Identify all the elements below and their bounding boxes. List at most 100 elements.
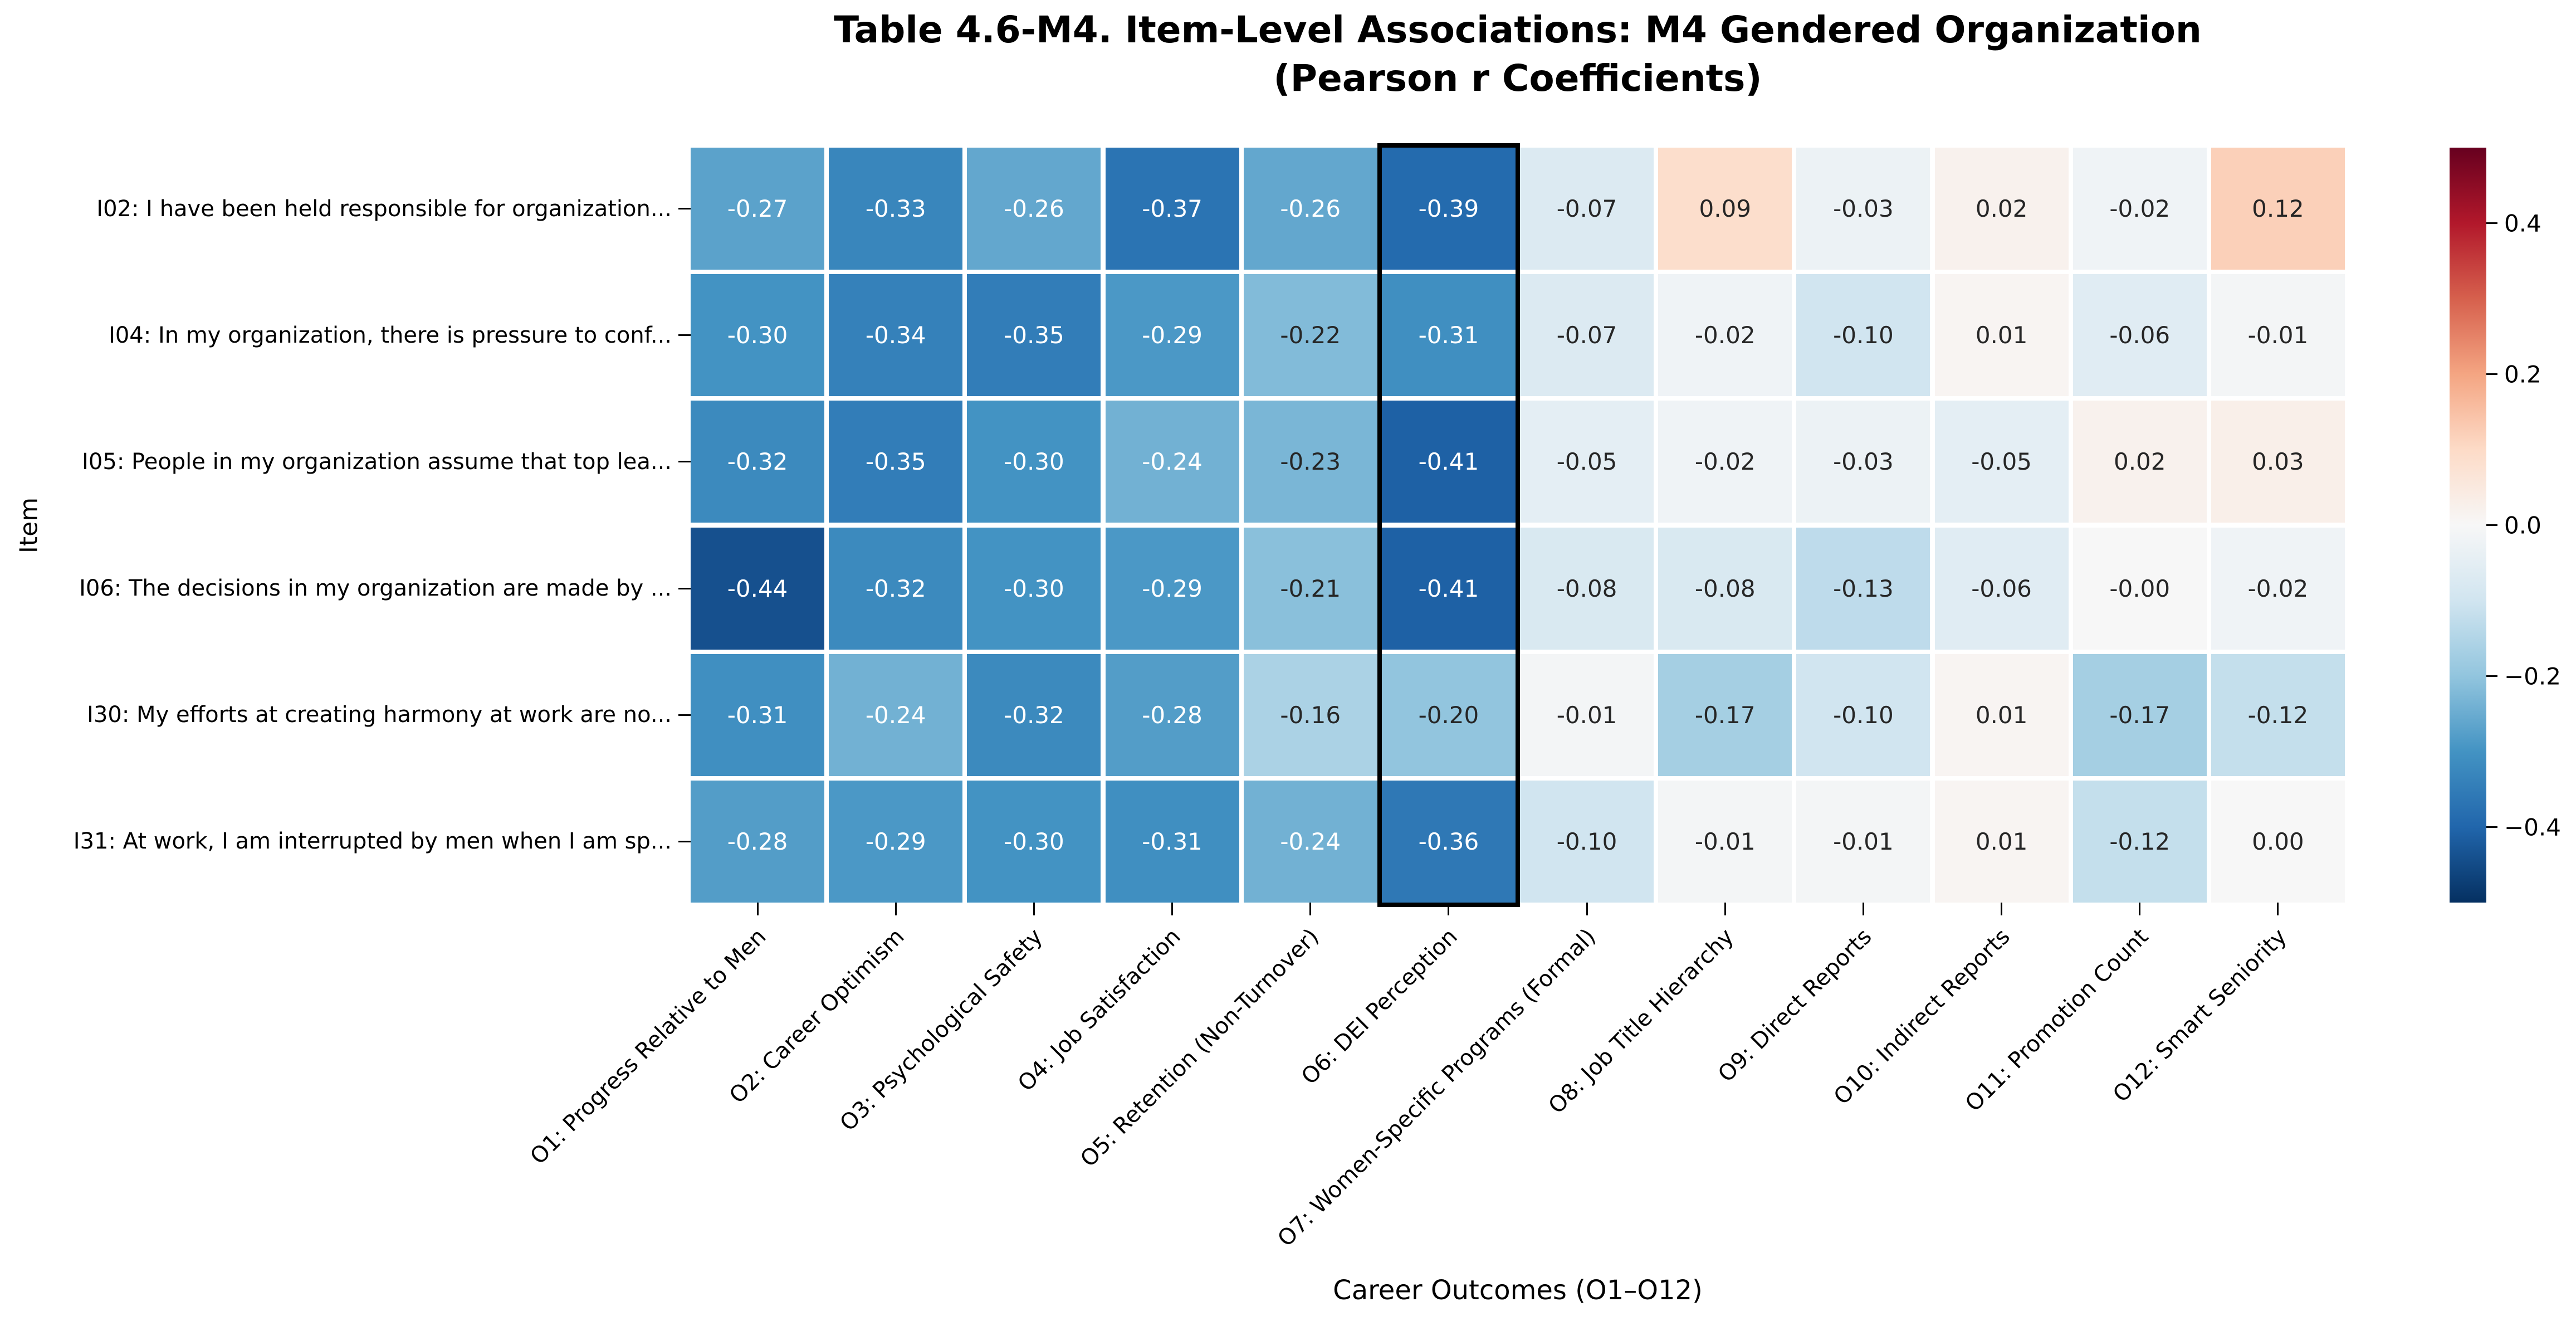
heatmap-cell: -0.02 <box>2211 527 2345 650</box>
heatmap-cell: -0.08 <box>1658 527 1792 650</box>
heatmap-cell: -0.39 <box>1381 148 1516 270</box>
heatmap-cell: 0.12 <box>2211 148 2345 270</box>
heatmap-cell: -0.31 <box>691 654 825 776</box>
heatmap-cell: -0.32 <box>829 527 963 650</box>
heatmap-cell: -0.26 <box>967 148 1101 270</box>
heatmap-cell: 0.00 <box>2211 780 2345 903</box>
heatmap-cell: -0.07 <box>1520 148 1654 270</box>
heatmap-cell: -0.10 <box>1796 654 1930 776</box>
heatmap-cell: -0.35 <box>829 401 963 523</box>
colorbar-tick <box>2486 222 2497 224</box>
heatmap-cell: -0.12 <box>2072 780 2207 903</box>
x-tick <box>1586 903 1588 915</box>
colorbar-tick-label: 0.0 <box>2504 511 2541 539</box>
x-tick <box>1862 903 1864 915</box>
x-tick <box>2139 903 2141 915</box>
x-tick-label: O6: DEI Perception <box>1296 924 1463 1090</box>
heatmap-cell: -0.01 <box>2211 274 2345 397</box>
heatmap-cell: -0.31 <box>1381 274 1516 397</box>
heatmap-cell: -0.37 <box>1105 148 1239 270</box>
heatmap-cell: -0.05 <box>1934 401 2069 523</box>
heatmap-cell: -0.32 <box>967 654 1101 776</box>
heatmap-cell: -0.32 <box>691 401 825 523</box>
heatmap-cell: 0.02 <box>1934 148 2069 270</box>
y-tick-labels: I02: I have been held responsible for or… <box>3 0 672 1326</box>
heatmap-cell: -0.05 <box>1520 401 1654 523</box>
heatmap-cell: -0.06 <box>2072 274 2207 397</box>
x-tick <box>2001 903 2003 915</box>
y-tick-label: I06: The decisions in my organization ar… <box>79 576 672 602</box>
x-tick <box>756 903 759 915</box>
y-tick <box>678 334 691 337</box>
colorbar-tick-label: −0.4 <box>2504 813 2561 841</box>
heatmap-cell: -0.33 <box>829 148 963 270</box>
heatmap-cell: -0.12 <box>2211 654 2345 776</box>
x-tick <box>894 903 897 915</box>
x-tick-label: O7: Women-Specific Programs (Formal) <box>1272 924 1601 1252</box>
chart-title: Table 4.6-M4. Item-Level Associations: M… <box>691 6 2345 103</box>
heatmap-cell: -0.07 <box>1520 274 1654 397</box>
heatmap-cell: -0.24 <box>829 654 963 776</box>
heatmap-cell: 0.01 <box>1934 780 2069 903</box>
x-tick <box>1309 903 1312 915</box>
x-tick-label: O9: Direct Reports <box>1713 924 1877 1088</box>
y-tick-label: I02: I have been held responsible for or… <box>96 196 672 222</box>
x-tick-label: O5: Retention (Non-Turnover) <box>1076 924 1324 1172</box>
heatmap-cell: -0.01 <box>1658 780 1792 903</box>
heatmap-cell: -0.35 <box>967 274 1101 397</box>
x-axis-label: Career Outcomes (O1–O12) <box>1333 1275 1703 1306</box>
colorbar-tick <box>2486 373 2497 375</box>
heatmap-cell: -0.41 <box>1381 527 1516 650</box>
heatmap-cell: -0.24 <box>1105 401 1239 523</box>
heatmap-cell: -0.44 <box>691 527 825 650</box>
heatmap-cell: -0.30 <box>967 401 1101 523</box>
heatmap-cell: -0.36 <box>1381 780 1516 903</box>
heatmap-cell: -0.06 <box>1934 527 2069 650</box>
y-tick <box>678 587 691 589</box>
heatmap-cell: -0.20 <box>1381 654 1516 776</box>
colorbar-tick <box>2486 524 2497 526</box>
heatmap-cell: -0.16 <box>1243 654 1377 776</box>
heatmap-cell: -0.01 <box>1520 654 1654 776</box>
heatmap-cell: -0.29 <box>1105 274 1239 397</box>
colorbar-tick-label: 0.2 <box>2504 360 2541 388</box>
heatmap-cell: -0.30 <box>967 527 1101 650</box>
heatmap-cell: -0.02 <box>2072 148 2207 270</box>
chart-title-line1: Table 4.6-M4. Item-Level Associations: M… <box>834 8 2202 51</box>
x-tick <box>1033 903 1035 915</box>
heatmap-cell: -0.30 <box>691 274 825 397</box>
heatmap-cell: -0.31 <box>1105 780 1239 903</box>
colorbar-gradient <box>2450 148 2486 903</box>
heatmap-cell: -0.17 <box>1658 654 1792 776</box>
heatmap-cell: -0.28 <box>691 780 825 903</box>
heatmap-cell: -0.34 <box>829 274 963 397</box>
heatmap-cell: -0.17 <box>2072 654 2207 776</box>
heatmap-cell: 0.01 <box>1934 274 2069 397</box>
y-tick-label: I30: My efforts at creating harmony at w… <box>87 702 672 728</box>
heatmap-cell: -0.24 <box>1243 780 1377 903</box>
heatmap-cell: -0.08 <box>1520 527 1654 650</box>
heatmap-cell: -0.02 <box>1658 401 1792 523</box>
y-tick-label: I05: People in my organization assume th… <box>82 448 672 475</box>
y-tick-label: I04: In my organization, there is pressu… <box>109 322 672 348</box>
y-tick <box>678 461 691 463</box>
heatmap-cell: -0.10 <box>1796 274 1930 397</box>
heatmap-cell: -0.23 <box>1243 401 1377 523</box>
heatmap-cell: -0.28 <box>1105 654 1239 776</box>
y-tick <box>678 714 691 716</box>
x-tick <box>2277 903 2279 915</box>
chart-title-line2: (Pearson r Coefficients) <box>1273 57 1762 100</box>
heatmap-cell: -0.21 <box>1243 527 1377 650</box>
heatmap-cell: -0.41 <box>1381 401 1516 523</box>
colorbar-tick-label: −0.2 <box>2504 662 2561 690</box>
heatmap-cell: -0.10 <box>1520 780 1654 903</box>
heatmap-cell: -0.26 <box>1243 148 1377 270</box>
heatmap-cell: -0.00 <box>2072 527 2207 650</box>
y-tick-label: I31: At work, I am interrupted by men wh… <box>73 828 672 855</box>
heatmap-cell: -0.27 <box>691 148 825 270</box>
heatmap-cell: -0.03 <box>1796 401 1930 523</box>
x-tick <box>1724 903 1726 915</box>
heatmap-cell: -0.13 <box>1796 527 1930 650</box>
heatmap: -0.27 -0.33 -0.26 -0.37 -0.26 -0.39 -0.07 0.09-… <box>691 148 2345 903</box>
